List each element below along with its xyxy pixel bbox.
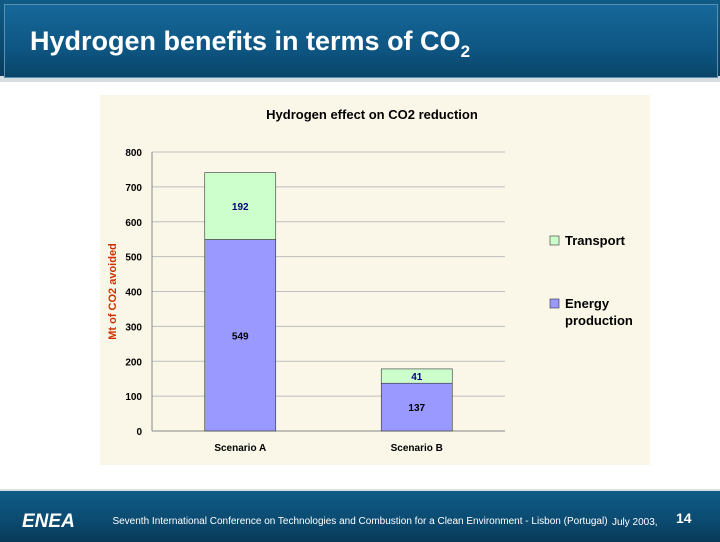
bar-segment [204,239,277,432]
slide-title-subscript: 2 [460,42,471,61]
y-tick-label: 100 [125,392,142,403]
page-number: 14 [676,510,692,526]
y-tick-label: 700 [125,183,142,194]
footer-date: July 2003, [612,517,658,528]
legend-label: production [565,313,633,328]
y-tick-label: 0 [136,427,142,438]
y-tick-label: 300 [125,322,142,333]
bar-segment [204,172,277,240]
legend-swatch [549,235,560,246]
slide-title-main: Hydrogen benefits in terms of CO [30,26,461,56]
legend-label: Transport [565,233,626,248]
y-tick-label: 200 [125,357,142,368]
y-axis-label: Mt of CO2 avoided [107,243,119,340]
y-tick-label: 800 [125,148,142,159]
data-label: 549 [232,331,249,342]
data-label: 192 [232,202,249,213]
bar-segment [380,382,453,432]
logo-text: ENEA [22,511,75,532]
slide-title: Hydrogen benefits in terms of CO2 [30,26,470,61]
y-tick-label: 400 [125,288,142,299]
title-bar: Hydrogen benefits in terms of CO2 [0,0,720,82]
footer-conference-text: Seventh International Conference on Tech… [112,516,608,527]
x-tick-label: Scenario B [391,443,443,454]
legend-swatch [549,298,560,309]
y-tick-label: 500 [125,253,142,264]
title-panel [4,4,718,78]
enea-logo: ENEA [22,511,75,532]
chart-panel: Hydrogen effect on CO2 reduction 0 100 200 3… [100,95,650,465]
footer: ENEA Seventh International Conference on… [0,489,720,542]
bar-segment [380,368,453,384]
legend-label: Energy [565,296,610,311]
y-tick-label: 600 [125,218,142,229]
x-tick-label: Scenario A [214,443,266,454]
chart-title: Hydrogen effect on CO2 reduction [266,107,478,122]
chart-svg: Hydrogen effect on CO2 reduction 0 100 200 3… [107,107,633,454]
data-label: 41 [411,372,423,383]
data-label: 137 [408,403,425,414]
